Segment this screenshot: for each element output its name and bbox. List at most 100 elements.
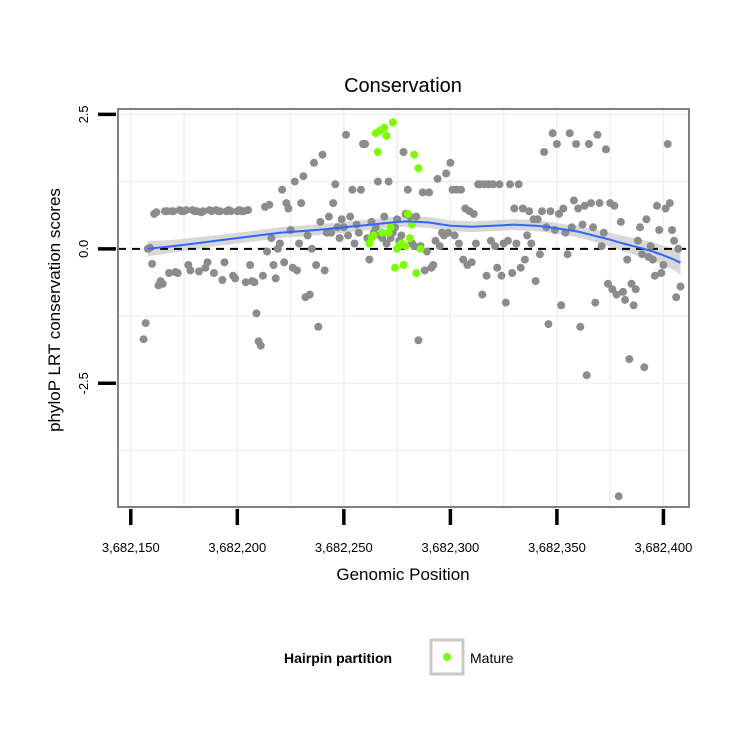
other-point — [280, 258, 289, 267]
legend-key-mature — [443, 653, 451, 661]
other-point — [267, 234, 276, 243]
mature-point — [380, 123, 389, 132]
other-point — [589, 223, 598, 232]
legend-title: Hairpin partition — [284, 650, 392, 666]
other-point — [305, 290, 314, 299]
x-tick-label: 3,682,150 — [102, 540, 160, 555]
other-point — [467, 258, 476, 267]
other-point — [324, 212, 333, 221]
legend: Hairpin partition Mature — [284, 638, 514, 676]
other-point — [256, 341, 265, 350]
other-point — [265, 200, 274, 209]
other-point — [152, 208, 161, 217]
other-point — [139, 335, 148, 344]
other-point — [471, 239, 480, 248]
other-point — [627, 279, 636, 288]
other-point — [454, 239, 463, 248]
other-point — [587, 199, 595, 208]
other-point — [186, 266, 195, 275]
other-point — [444, 228, 453, 237]
other-point — [559, 204, 568, 213]
other-point — [331, 180, 340, 189]
other-point — [275, 239, 284, 248]
other-point — [608, 285, 617, 294]
mature-point — [401, 242, 410, 251]
other-point — [663, 140, 672, 148]
other-point — [316, 217, 325, 226]
other-point — [497, 271, 506, 280]
other-point — [616, 217, 625, 226]
other-point — [546, 207, 555, 216]
other-point — [642, 215, 651, 224]
other-point — [493, 263, 502, 272]
mature-point — [405, 234, 414, 243]
other-point — [320, 266, 329, 275]
other-point — [601, 145, 610, 154]
other-point — [557, 301, 566, 310]
other-point — [518, 204, 527, 213]
other-point — [580, 201, 589, 210]
other-point — [348, 185, 357, 194]
other-point — [329, 199, 338, 208]
other-point — [638, 250, 647, 259]
other-point — [442, 169, 451, 178]
other-point — [489, 180, 497, 189]
smooth-line — [147, 220, 681, 264]
other-point — [195, 267, 203, 276]
other-point — [569, 196, 578, 205]
other-point — [665, 199, 674, 208]
other-point — [335, 234, 344, 243]
other-point — [597, 242, 606, 251]
y-axis-title: phyloP LRT conservation scores — [45, 188, 64, 432]
mature-point — [369, 231, 378, 240]
mature-point — [391, 263, 399, 272]
other-point — [593, 130, 602, 139]
other-point — [199, 207, 208, 216]
smooth-curve — [147, 220, 681, 264]
other-point — [506, 180, 514, 189]
other-point — [659, 261, 668, 269]
other-point — [173, 269, 182, 277]
other-point — [165, 269, 174, 277]
other-point — [533, 215, 542, 224]
other-point — [555, 209, 563, 218]
other-point — [241, 278, 250, 287]
other-point — [412, 212, 421, 221]
other-point — [148, 259, 157, 268]
other-point — [278, 185, 287, 194]
other-point — [303, 231, 312, 240]
other-point — [252, 309, 261, 318]
other-point — [271, 274, 280, 283]
other-point — [510, 204, 519, 213]
other-point — [429, 261, 438, 269]
other-point — [625, 355, 634, 364]
x-tick-label: 3,682,200 — [208, 540, 266, 555]
other-point — [655, 226, 664, 234]
other-point — [584, 140, 593, 148]
other-point — [218, 276, 227, 284]
x-axis-title: Genomic Position — [336, 565, 469, 584]
x-tick-label: 3,682,250 — [315, 540, 373, 555]
y-axis: -2.5 0.0 2.5 — [76, 105, 116, 395]
other-point — [258, 271, 267, 280]
other-point — [576, 322, 585, 331]
mature-point — [378, 228, 387, 237]
other-point — [380, 212, 389, 221]
other-point — [403, 185, 412, 194]
other-point — [373, 177, 382, 186]
other-point — [538, 207, 546, 216]
other-point — [512, 239, 521, 248]
other-point — [650, 271, 659, 280]
other-point — [672, 293, 681, 302]
mature-point — [382, 131, 391, 140]
mature-point — [403, 209, 412, 218]
x-axis: 3,682,150 3,682,200 3,682,250 3,682,300 3,68… — [102, 509, 692, 555]
other-point — [676, 282, 685, 291]
other-point — [226, 207, 235, 216]
other-point — [619, 287, 627, 296]
other-point — [508, 269, 517, 277]
other-point — [670, 236, 679, 245]
other-point — [352, 220, 361, 229]
other-point — [478, 290, 487, 299]
